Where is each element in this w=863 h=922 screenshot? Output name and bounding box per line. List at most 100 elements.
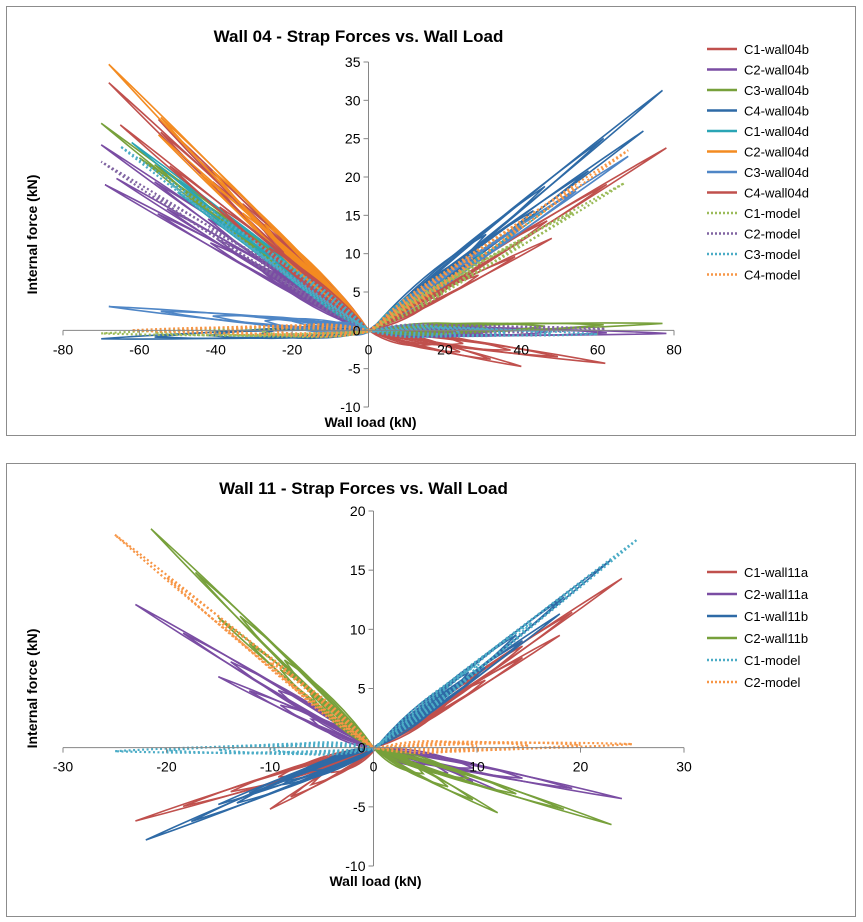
series-line: [217, 746, 376, 806]
series-C1-model: [114, 538, 639, 756]
series-C3-model: [119, 145, 598, 339]
legend-label: C1-wall04d: [744, 124, 809, 139]
legend-item: C1-wall04d: [707, 124, 809, 139]
series-C2-model: [114, 533, 633, 755]
y-tick-label: 10: [345, 246, 361, 262]
series-line: [309, 746, 376, 772]
series-C3-wall04b: [100, 122, 663, 336]
legend-label: C3-wall04b: [744, 83, 809, 98]
y-tick-label: 30: [345, 92, 361, 108]
legend-item: C4-wall04b: [707, 104, 809, 119]
series-line: [114, 745, 376, 754]
y-tick-label: 20: [345, 169, 361, 185]
y-tick-label: 15: [350, 562, 366, 578]
series-line: [373, 740, 529, 753]
y-axis-label: Internal force (kN): [24, 175, 40, 295]
legend-label: C1-wall11b: [744, 609, 808, 624]
series-line: [218, 218, 372, 333]
legend: C1-wall04b C2-wall04b C3-wall04b C4-wall04b…: [707, 42, 809, 283]
chart-title: Wall 11 - Strap Forces vs. Wall Load: [219, 479, 508, 498]
legend-label: C1-wall04b: [744, 42, 809, 57]
series-line: [145, 746, 376, 841]
series-line: [373, 741, 581, 752]
legend-item: C2-model: [707, 227, 800, 242]
x-tick-label: -20: [156, 759, 176, 775]
legend-label: C4-wall04d: [744, 186, 809, 201]
y-tick-label: 15: [345, 207, 361, 223]
x-tick-label: 0: [365, 341, 373, 357]
series-line: [248, 746, 376, 794]
chart-panel-wall11: Wall 11 - Strap Forces vs. Wall Load -30 -…: [6, 463, 856, 917]
series-line: [368, 329, 522, 368]
series-line: [207, 228, 371, 333]
series-line: [226, 324, 371, 337]
series-line: [150, 528, 377, 750]
series-line: [373, 746, 623, 800]
y-tick-label: 5: [358, 681, 366, 697]
series-line: [268, 255, 371, 333]
series-line: [367, 185, 577, 333]
legend-item: C1-model: [707, 653, 800, 668]
series-line: [373, 747, 499, 814]
legend-label: C2-wall11b: [744, 631, 808, 646]
legend-item: C2-wall11b: [707, 631, 808, 646]
x-tick-label: 40: [513, 341, 529, 357]
series-line: [169, 165, 371, 332]
x-tick-label: 60: [590, 341, 606, 357]
y-tick-label: -5: [353, 799, 366, 815]
y-tick-label: 0: [358, 740, 366, 756]
legend-item: C1-model: [707, 206, 800, 221]
y-tick-label: -10: [340, 399, 360, 415]
legend-label: C2-model: [744, 675, 800, 690]
x-axis-label: Wall load (kN): [329, 873, 421, 889]
legend-label: C2-wall04b: [744, 63, 809, 78]
legend-item: C2-wall04d: [707, 145, 809, 160]
series-group: [114, 528, 639, 841]
series-line: [131, 326, 371, 335]
series-line: [373, 740, 478, 755]
series-line: [290, 746, 376, 798]
legend-label: C1-wall11a: [744, 565, 809, 580]
legend-item: C2-model: [707, 675, 800, 690]
series-line: [279, 746, 376, 783]
series-C2-wall11a: [134, 603, 623, 800]
series-line: [239, 615, 376, 750]
series-line: [368, 211, 574, 333]
series-line: [373, 746, 612, 826]
series-line: [373, 596, 565, 750]
y-tick-label: 20: [350, 503, 366, 519]
legend-item: C2-wall11a: [707, 587, 809, 602]
series-line: [153, 194, 372, 333]
series-line: [134, 603, 376, 750]
x-tick-label: -20: [282, 341, 302, 357]
series-line: [368, 257, 474, 333]
series-line: [368, 270, 472, 333]
legend-item: C3-model: [707, 247, 800, 262]
legend-label: C2-model: [744, 227, 800, 242]
series-line: [367, 149, 629, 333]
chart-title: Wall 04 - Strap Forces vs. Wall Load: [214, 27, 504, 46]
series-line: [248, 690, 376, 750]
x-tick-label: 20: [573, 759, 589, 775]
series-line: [101, 327, 371, 337]
series-line: [368, 240, 523, 333]
legend-item: C4-wall04d: [707, 186, 809, 201]
series-line: [368, 325, 507, 338]
x-tick-label: 0: [370, 759, 378, 775]
chart-wall11: Wall 11 - Strap Forces vs. Wall Load -30 -…: [24, 479, 809, 889]
series-line: [373, 747, 474, 801]
series-line: [199, 173, 372, 332]
y-tick-label: -10: [345, 858, 365, 874]
series-line: [368, 324, 465, 339]
series-group: [100, 63, 667, 368]
x-tick-label: 80: [666, 341, 682, 357]
series-line: [260, 261, 371, 333]
series-line: [217, 675, 376, 750]
y-tick-label: 0: [353, 322, 361, 338]
series-line: [269, 661, 377, 750]
legend-item: C1-wall11b: [707, 609, 808, 624]
legend-item: C1-wall04b: [707, 42, 809, 57]
y-tick-label: 5: [353, 284, 361, 300]
x-axis-label: Wall load (kN): [324, 414, 416, 430]
legend-label: C1-model: [744, 653, 800, 668]
